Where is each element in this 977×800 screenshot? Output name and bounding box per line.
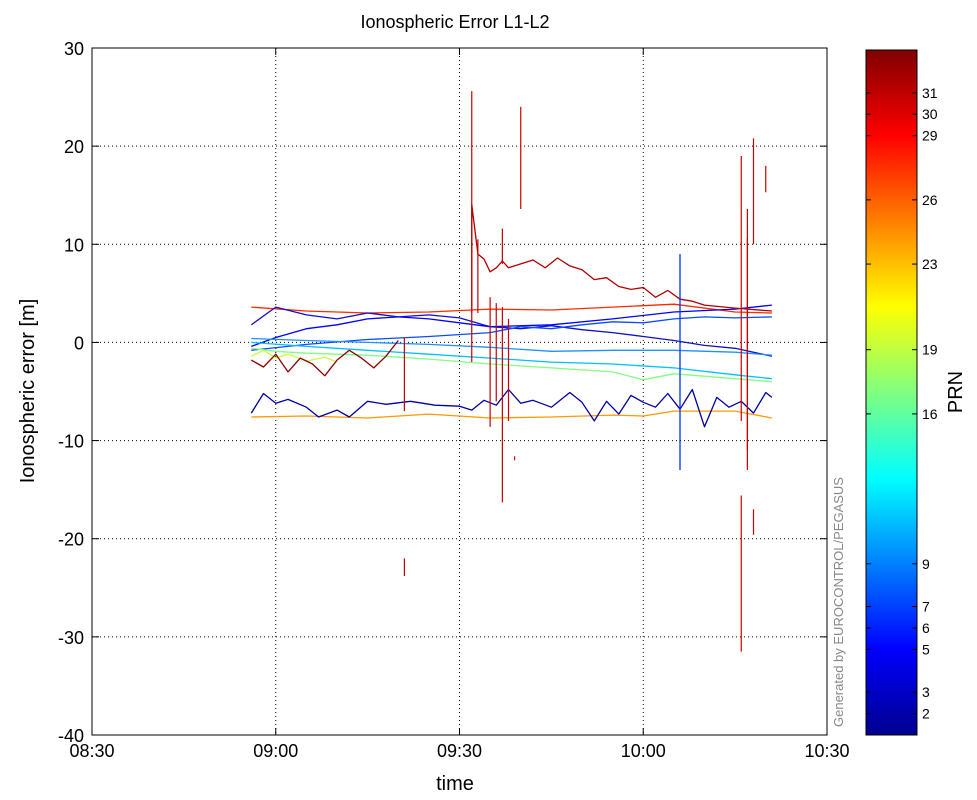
y-tick-label: 30 <box>64 39 84 59</box>
series-line-prn-11 <box>251 341 772 380</box>
y-axis-label: Ionospheric error [m] <box>17 299 39 484</box>
y-tick-label: -10 <box>58 432 84 452</box>
series-line-prn-20 <box>251 349 338 363</box>
series-line-prn-23 <box>251 410 773 419</box>
series-line-prn-32 <box>471 204 772 313</box>
colorbar-tick-label: 30 <box>922 106 938 122</box>
chart-title: Ionospheric Error L1-L2 <box>360 12 549 32</box>
plot-area: 08:30 09:00 09:30 10:00 10:30 30 20 10 0 -10 -20 -3… <box>58 39 850 761</box>
colorbar: 31 30 29 26 23 19 16 9 7 6 5 3 2 PRN <box>865 49 967 736</box>
colorbar-tick-label: 9 <box>922 556 930 572</box>
colorbar-gradient <box>865 49 918 736</box>
series-line-prn-6 <box>251 316 772 351</box>
series-line-prn-9 <box>251 337 772 356</box>
grid-layer <box>92 48 827 735</box>
x-tick-label: 10:00 <box>621 741 666 761</box>
x-tick-label: 08:30 <box>69 741 114 761</box>
y-tick-label: 0 <box>74 333 84 353</box>
x-axis-label: time <box>436 773 474 795</box>
series-line-prn-2 <box>250 388 773 428</box>
series-line-prn-30 <box>251 303 772 314</box>
colorbar-tick-label: 2 <box>922 706 930 722</box>
spike-layer <box>403 91 767 652</box>
plot-background <box>92 48 827 735</box>
colorbar-tick-layer: 31 30 29 26 23 19 16 9 7 6 5 3 2 <box>866 85 938 722</box>
watermark-text: Generated by EUROCONTROL/PEGASUS <box>831 477 846 727</box>
x-tick-label: 10:30 <box>804 741 849 761</box>
colorbar-tick-label: 16 <box>922 406 938 422</box>
series-line-prn-33 <box>250 340 399 377</box>
colorbar-tick-label: 19 <box>922 342 938 358</box>
y-tick-label: 10 <box>64 235 84 255</box>
y-tick-label: 20 <box>64 137 84 157</box>
y-tick-label: -30 <box>58 628 84 648</box>
colorbar-tick-label: 6 <box>922 620 930 636</box>
colorbar-tick-label: 5 <box>922 641 930 657</box>
colorbar-tick-label: 26 <box>922 192 938 208</box>
y-tick-label: -40 <box>58 726 84 746</box>
colorbar-label: PRN <box>945 371 967 413</box>
colorbar-tick-label: 3 <box>922 684 930 700</box>
x-tick-label: 09:30 <box>437 741 482 761</box>
colorbar-tick-label: 7 <box>922 599 930 615</box>
colorbar-tick-label: 31 <box>922 85 938 101</box>
y-tick-label: -20 <box>58 530 84 550</box>
series-layer <box>250 204 773 470</box>
series-line-prn-3 <box>250 306 773 357</box>
colorbar-tick-label: 23 <box>922 256 938 272</box>
tick-layer: 08:30 09:00 09:30 10:00 10:30 30 20 10 0 -10 -20 -3… <box>58 39 850 761</box>
series-line-prn-18 <box>251 347 772 383</box>
x-tick-label: 09:00 <box>253 741 298 761</box>
series-line-prn-5 <box>251 304 772 348</box>
colorbar-tick-label: 29 <box>922 128 938 144</box>
